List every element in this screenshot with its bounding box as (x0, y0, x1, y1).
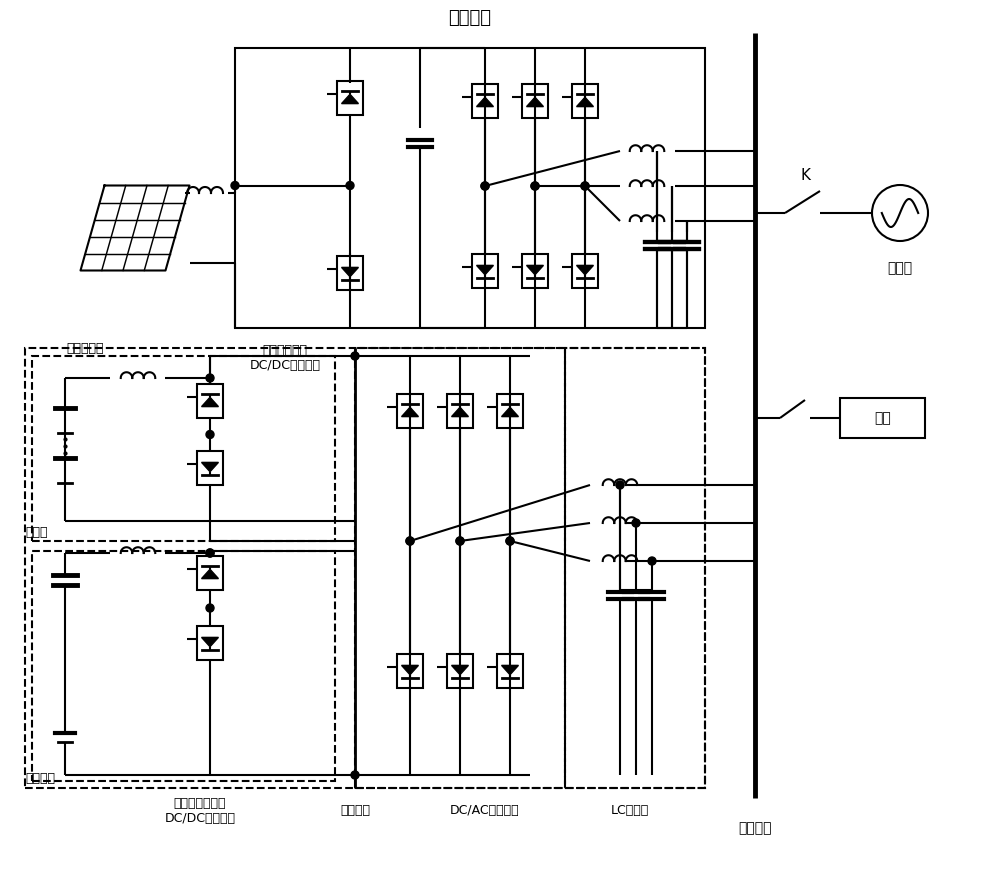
Circle shape (351, 352, 359, 360)
Circle shape (581, 182, 589, 190)
Polygon shape (402, 666, 418, 675)
Polygon shape (202, 638, 218, 646)
Bar (235, 48, 705, 328)
Bar (572, 84, 598, 118)
Text: 交流母线: 交流母线 (738, 821, 772, 835)
Circle shape (456, 537, 464, 545)
Polygon shape (202, 397, 218, 406)
Polygon shape (502, 407, 518, 417)
Circle shape (206, 549, 214, 557)
Bar (522, 84, 548, 118)
Bar (840, 398, 925, 438)
Circle shape (346, 182, 354, 190)
Polygon shape (342, 268, 358, 276)
Polygon shape (402, 407, 418, 417)
Text: 直流母线: 直流母线 (340, 804, 370, 818)
Polygon shape (202, 463, 218, 472)
Bar (197, 626, 223, 660)
Bar (397, 654, 423, 688)
Text: DC/AC变换单元: DC/AC变换单元 (450, 804, 520, 818)
Bar (447, 394, 473, 428)
Circle shape (206, 549, 214, 557)
Bar (572, 254, 598, 288)
Circle shape (456, 537, 464, 545)
Bar (355, 348, 565, 788)
Bar (397, 394, 423, 428)
Text: 光伏电池板: 光伏电池板 (66, 342, 104, 354)
Bar (447, 654, 473, 688)
Circle shape (531, 182, 539, 190)
Polygon shape (527, 97, 543, 107)
Circle shape (616, 481, 624, 489)
Bar (497, 394, 523, 428)
Circle shape (648, 557, 656, 565)
Bar (197, 451, 223, 485)
Text: LC滤波器: LC滤波器 (611, 804, 649, 818)
Bar (472, 254, 498, 288)
Polygon shape (452, 666, 468, 675)
Polygon shape (502, 666, 518, 675)
Polygon shape (577, 97, 593, 107)
Circle shape (351, 771, 359, 779)
Bar (197, 384, 223, 418)
Bar (337, 256, 363, 290)
Bar (32, 356, 335, 541)
Bar (197, 556, 223, 590)
Text: 蓄电池: 蓄电池 (25, 526, 48, 540)
Bar (565, 348, 705, 788)
Bar (497, 654, 523, 688)
Polygon shape (527, 266, 543, 275)
Circle shape (506, 537, 514, 545)
Circle shape (481, 182, 489, 190)
Polygon shape (477, 266, 493, 275)
Polygon shape (342, 94, 358, 103)
Circle shape (231, 182, 239, 190)
Text: 光伏系统: 光伏系统 (448, 9, 492, 27)
Circle shape (632, 519, 640, 527)
Polygon shape (477, 97, 493, 107)
Bar (522, 254, 548, 288)
Text: 超级电容: 超级电容 (25, 772, 55, 784)
Circle shape (406, 537, 414, 545)
Circle shape (506, 537, 514, 545)
Bar (337, 81, 363, 115)
Circle shape (206, 374, 214, 382)
Text: K: K (800, 168, 810, 183)
Circle shape (406, 537, 414, 545)
Text: 负载: 负载 (874, 411, 891, 425)
Bar (25, 348, 705, 788)
Text: 超级电容用双向
DC/DC变换单元: 超级电容用双向 DC/DC变换单元 (164, 797, 236, 825)
Circle shape (581, 182, 589, 190)
Bar (472, 84, 498, 118)
Polygon shape (202, 570, 218, 578)
Text: 大电网: 大电网 (887, 261, 913, 275)
Circle shape (481, 182, 489, 190)
Text: 蓄电池用双向
DC/DC变换单元: 蓄电池用双向 DC/DC变换单元 (250, 344, 320, 372)
Circle shape (206, 431, 214, 439)
Polygon shape (577, 266, 593, 275)
Circle shape (206, 604, 214, 612)
Polygon shape (452, 407, 468, 417)
Bar (32, 551, 335, 781)
Circle shape (531, 182, 539, 190)
